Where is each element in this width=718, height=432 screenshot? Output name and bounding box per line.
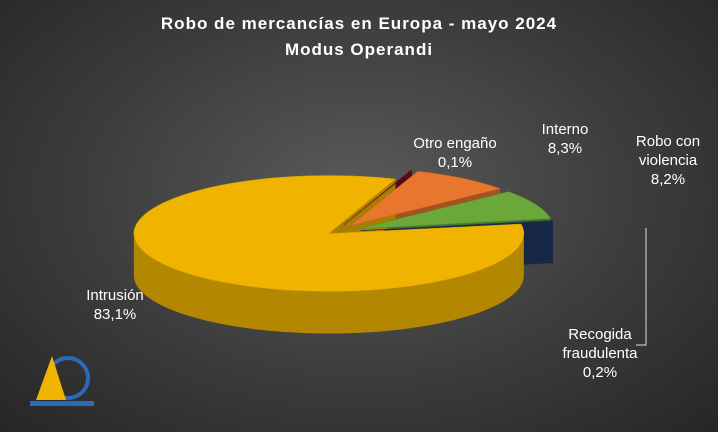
slice-side	[133, 233, 524, 334]
label-name: Recogida fraudulenta	[562, 326, 638, 362]
slice	[343, 169, 413, 225]
slice	[360, 220, 554, 231]
label-value: 8,3%	[547, 140, 583, 157]
data-label: Interno 8,3%	[520, 120, 610, 158]
data-label: Intrusión 83,1%	[60, 286, 170, 324]
logo	[30, 356, 94, 406]
label-name: Robo con violencia	[635, 133, 701, 169]
label-value: 83,1%	[93, 306, 137, 323]
data-label: Recogida fraudulenta 0,2%	[540, 325, 660, 382]
slice	[349, 171, 501, 226]
leader-line	[636, 228, 647, 346]
label-value: 0,1%	[437, 154, 473, 171]
chart-subtitle: Modus Operandi	[284, 40, 434, 59]
chart-title: Robo de mercancías en Europa - mayo 2024	[160, 14, 558, 33]
slice	[358, 191, 551, 229]
label-name: Otro engaño	[413, 135, 497, 152]
slice	[133, 175, 525, 292]
data-label: Otro engaño 0,1%	[400, 134, 510, 172]
label-name: Interno	[541, 121, 589, 138]
label-name: Intrusión	[86, 287, 144, 304]
label-value: 0,2%	[582, 364, 618, 381]
label-value: 8,2%	[650, 171, 686, 188]
pie	[133, 169, 554, 334]
data-label: Robo con violencia 8,2%	[620, 132, 716, 189]
